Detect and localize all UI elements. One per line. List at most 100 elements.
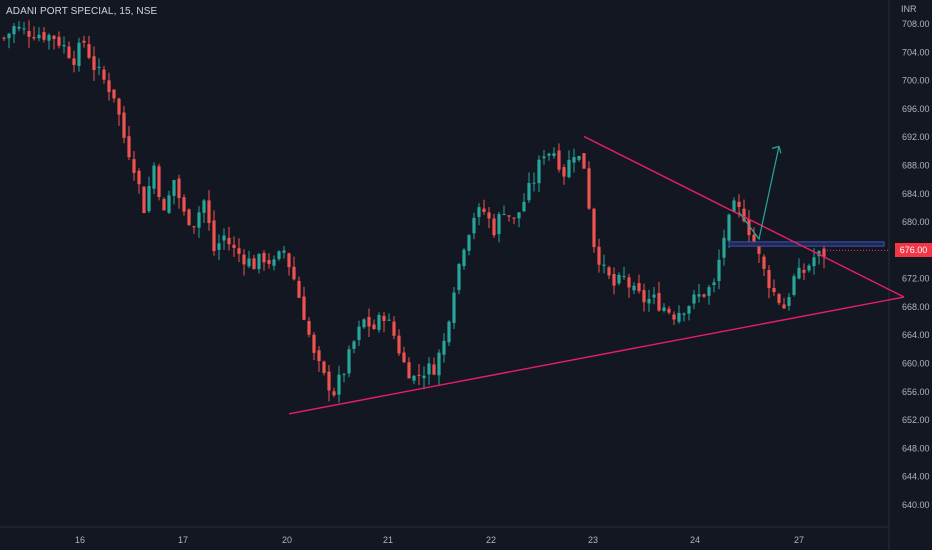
candle-body bbox=[17, 26, 21, 29]
candle-body bbox=[372, 324, 376, 329]
candle-body bbox=[732, 200, 736, 212]
candle-body bbox=[57, 36, 61, 46]
date-tick-label: 23 bbox=[588, 535, 598, 545]
candle-body bbox=[287, 253, 291, 268]
candle-body bbox=[567, 159, 571, 178]
projection-path bbox=[738, 146, 780, 241]
candle-body bbox=[157, 166, 161, 198]
candle-body bbox=[527, 182, 531, 201]
candle-body bbox=[782, 304, 786, 309]
candle-body bbox=[822, 248, 826, 258]
candle-body bbox=[82, 40, 86, 43]
candle-body bbox=[552, 153, 556, 157]
candle-body bbox=[492, 218, 496, 236]
candle-body bbox=[162, 199, 166, 211]
candle-body bbox=[432, 364, 436, 375]
candle-body bbox=[307, 321, 311, 335]
candle-body bbox=[557, 150, 561, 170]
candle-body bbox=[512, 217, 516, 219]
lower-trendline bbox=[288, 296, 905, 415]
candle-body bbox=[302, 296, 306, 320]
candle-body bbox=[312, 334, 316, 353]
candle-body bbox=[112, 89, 116, 99]
candle-body bbox=[117, 98, 121, 115]
candle-body bbox=[177, 178, 181, 199]
candle-body bbox=[122, 112, 126, 138]
price-tick-label: 656.00 bbox=[902, 387, 930, 397]
date-tick-label: 27 bbox=[794, 535, 804, 545]
candle-body bbox=[92, 56, 96, 71]
candle-body bbox=[12, 26, 16, 35]
candle-body bbox=[617, 274, 621, 284]
candle-body bbox=[257, 253, 261, 270]
candle-body bbox=[192, 226, 196, 228]
candle-body bbox=[297, 280, 301, 298]
projection-arrowhead bbox=[771, 145, 782, 154]
candle-body bbox=[207, 200, 211, 224]
candle-body bbox=[537, 159, 541, 184]
candle-body bbox=[462, 249, 466, 267]
candle-body bbox=[417, 374, 421, 376]
candle-body bbox=[587, 168, 591, 209]
resistance-zone bbox=[728, 241, 885, 247]
candle-body bbox=[187, 209, 191, 226]
last-price-label: 676.00 bbox=[895, 243, 932, 257]
candle-body bbox=[582, 153, 586, 169]
candle-body bbox=[227, 237, 231, 245]
candle-body bbox=[382, 315, 386, 322]
candle-body bbox=[237, 248, 241, 254]
candle-body bbox=[632, 285, 636, 291]
candle-body bbox=[52, 35, 56, 40]
candle-body bbox=[222, 235, 226, 241]
candle-body bbox=[637, 283, 641, 292]
candle-body bbox=[792, 276, 796, 295]
candle-body bbox=[72, 58, 76, 65]
candle-body bbox=[22, 28, 26, 30]
candle-body bbox=[652, 294, 656, 298]
candle-body bbox=[282, 250, 286, 253]
candle-body bbox=[522, 201, 526, 212]
candle-body bbox=[752, 234, 756, 244]
candle-body bbox=[647, 298, 651, 304]
candle-body bbox=[147, 186, 151, 212]
candle-body bbox=[262, 252, 266, 263]
candle-body bbox=[762, 256, 766, 269]
date-tick-label: 22 bbox=[486, 535, 496, 545]
price-tick-label: 664.00 bbox=[902, 330, 930, 340]
candle-body bbox=[612, 274, 616, 286]
candle-body bbox=[407, 362, 411, 379]
candle-body bbox=[422, 375, 426, 379]
candle-body bbox=[392, 321, 396, 336]
candle-body bbox=[447, 321, 451, 343]
candle-body bbox=[342, 374, 346, 376]
candle-body bbox=[747, 219, 751, 236]
candle-body bbox=[722, 237, 726, 258]
candle-body bbox=[97, 66, 101, 68]
price-tick-label: 696.00 bbox=[902, 104, 930, 114]
price-tick-label: 648.00 bbox=[902, 443, 930, 453]
price-tick-label: 652.00 bbox=[902, 415, 930, 425]
price-tick-label: 640.00 bbox=[902, 500, 930, 510]
chart-title[interactable]: ADANI PORT SPECIAL, 15, NSE bbox=[6, 6, 158, 17]
candle-body bbox=[712, 282, 716, 286]
candle-body bbox=[32, 37, 36, 39]
candle-body bbox=[267, 260, 271, 264]
candle-body bbox=[707, 287, 711, 296]
candle-body bbox=[487, 212, 491, 219]
candle-body bbox=[247, 258, 251, 267]
candle-body bbox=[357, 326, 361, 341]
candle-body bbox=[787, 297, 791, 307]
candle-body bbox=[662, 307, 666, 311]
candle-body bbox=[807, 265, 811, 271]
price-tick-label: 700.00 bbox=[902, 76, 930, 86]
candle-body bbox=[397, 335, 401, 354]
candle-body bbox=[667, 308, 671, 313]
candle-body bbox=[102, 69, 106, 80]
candle-body bbox=[677, 312, 681, 322]
candle-body bbox=[347, 349, 351, 374]
candle-body bbox=[437, 352, 441, 376]
candle-body bbox=[242, 254, 246, 265]
